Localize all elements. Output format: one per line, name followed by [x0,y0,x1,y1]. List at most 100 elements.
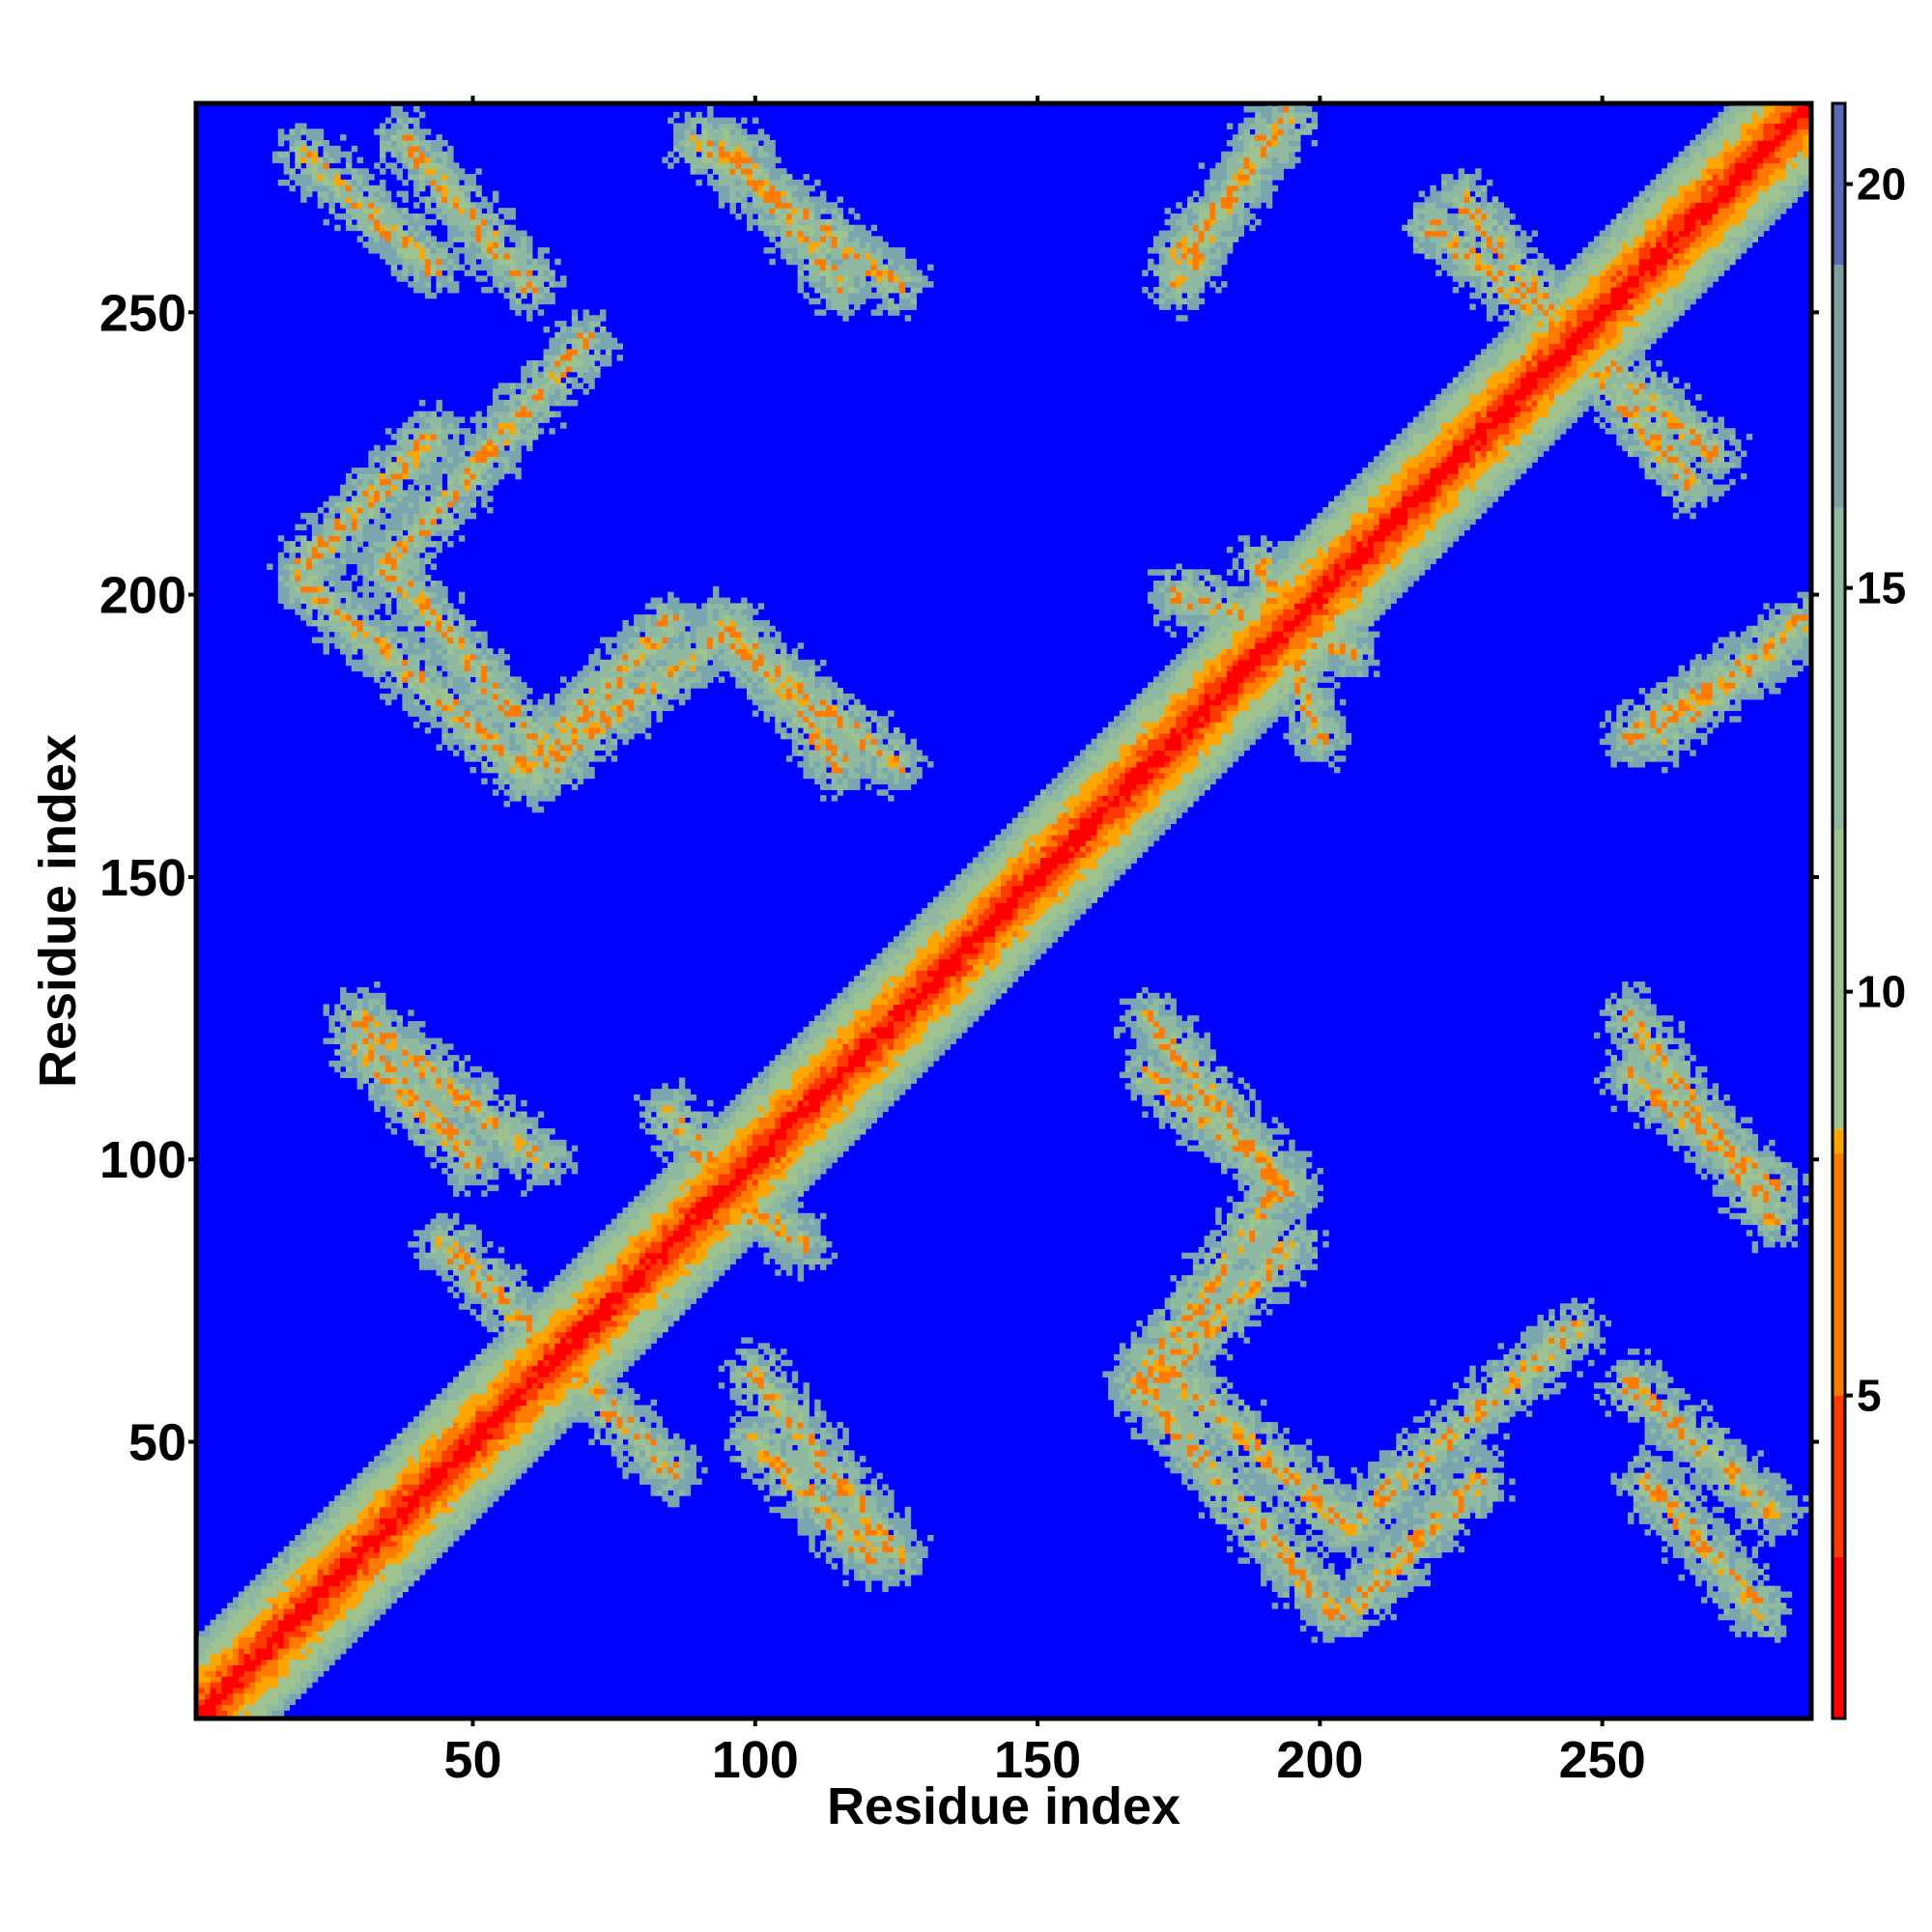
heatmap-cell [312,168,318,174]
heatmap-cell [447,1495,453,1501]
heatmap-cell [419,134,425,140]
heatmap-cell [352,1009,357,1015]
heatmap-cell [436,671,441,677]
heatmap-cell [374,196,380,202]
heatmap-cell [346,1557,352,1563]
heatmap-cell [431,1230,437,1236]
heatmap-cell [324,1547,329,1552]
heatmap-cell [425,1224,431,1230]
heatmap-cell [334,157,340,163]
heatmap-cell [475,242,481,247]
heatmap-cell [481,1179,487,1185]
heatmap-cell [397,140,403,146]
heatmap-cell [447,1428,453,1434]
heatmap-cell [357,1043,363,1049]
heatmap-cell [402,1575,408,1580]
heatmap-cell [509,688,515,694]
heatmap-cell [408,642,413,648]
heatmap-cell [284,1670,290,1676]
heatmap-cell [408,1434,413,1439]
heatmap-cell [374,507,380,513]
heatmap-cell [397,146,403,152]
heatmap-cell [374,648,380,654]
heatmap-cell [481,1382,487,1388]
heatmap-cell [391,445,397,451]
heatmap-cell [380,581,385,586]
heatmap-cell [436,185,441,191]
heatmap-cell [431,1128,437,1134]
heatmap-cell [436,247,441,253]
heatmap-cell [408,128,413,134]
heatmap-cell [385,1027,391,1033]
heatmap-cell [402,1117,408,1122]
heatmap-cell [453,699,459,705]
heatmap-cell [526,1366,532,1372]
heatmap-cell [312,1676,318,1682]
heatmap-cell [318,575,324,581]
heatmap-cell [312,1648,318,1654]
heatmap-cell [233,1693,239,1699]
heatmap-cell [362,180,368,185]
heatmap-cell [526,779,532,784]
heatmap-cell [267,1664,272,1670]
heatmap-cell [408,654,413,660]
heatmap-cell [425,1259,431,1264]
heatmap-cell [324,174,329,180]
heatmap-cell [397,112,403,118]
heatmap-cell [267,1580,272,1586]
heatmap-cell [532,412,538,417]
heatmap-cell [278,1575,284,1580]
heatmap-cell [532,259,538,265]
heatmap-cell [436,632,441,638]
heatmap-cell [475,1275,481,1281]
heatmap-cell [391,501,397,507]
heatmap-cell [284,1547,290,1552]
heatmap-cell [368,666,374,671]
heatmap-cell [346,219,352,225]
heatmap-cell [352,1620,357,1626]
heatmap-cell [408,146,413,152]
heatmap-cell [498,1281,504,1287]
heatmap-cell [431,456,437,462]
heatmap-cell [425,1117,431,1122]
heatmap-cell [498,1388,504,1394]
heatmap-cell [436,490,441,496]
heatmap-cell [515,440,521,445]
heatmap-cell [532,1156,538,1162]
heatmap-cell [475,213,481,219]
heatmap-cell [419,1450,425,1456]
heatmap-cell [289,1654,295,1660]
heatmap-cell [509,451,515,457]
heatmap-cell [324,157,329,163]
heatmap-cell [544,378,550,384]
heatmap-cell [380,682,385,688]
heatmap-cell [447,231,453,237]
heatmap-cell [362,231,368,237]
heatmap-cell [413,1575,419,1580]
heatmap-cell [385,1552,391,1558]
heatmap-cell [413,722,419,727]
heatmap-cell [544,761,550,767]
heatmap-cell [306,1620,312,1626]
heatmap-cell [493,468,498,473]
heatmap-cell [470,637,476,642]
heatmap-cell [391,547,397,553]
heatmap-cell [465,1117,470,1122]
heatmap-cell [362,479,368,485]
heatmap-cell [431,501,437,507]
heatmap-cell [255,1636,261,1642]
heatmap-cell [385,1495,391,1501]
heatmap-cell [493,275,498,281]
heatmap-cell [267,1597,272,1603]
heatmap-cell [368,1479,374,1485]
heatmap-cell [368,1557,374,1563]
heatmap-cell [521,1360,526,1366]
heatmap-cell [205,1636,211,1642]
heatmap-cell [475,666,481,671]
heatmap-cell [352,1055,357,1061]
heatmap-cell [459,598,465,604]
heatmap-cell [397,1591,403,1597]
heatmap-cell [267,1670,272,1676]
heatmap-cell [267,1563,272,1569]
heatmap-cell [362,1575,368,1580]
